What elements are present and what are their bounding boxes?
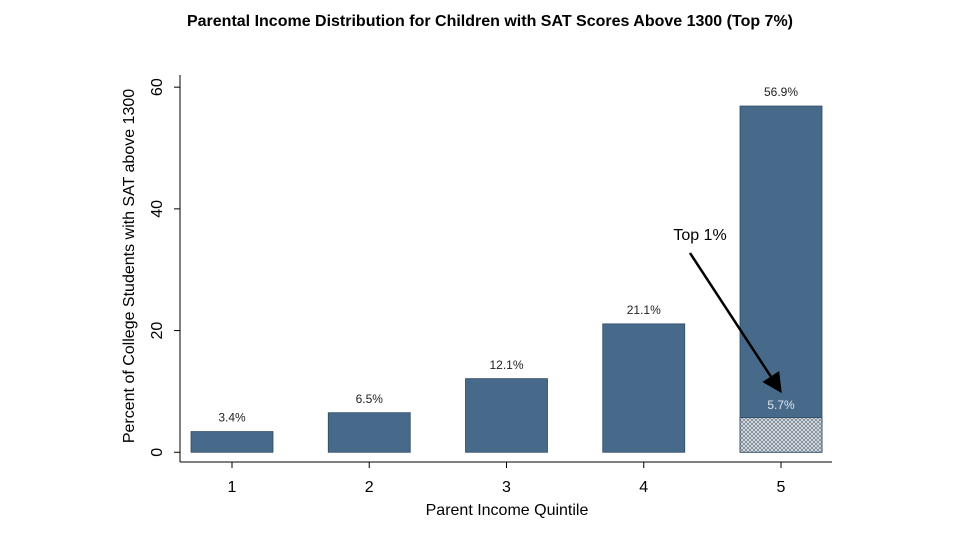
highlight-value-label: 5.7%	[767, 398, 795, 412]
annotation: Top 1%	[673, 227, 726, 244]
x-tick-label: 3	[502, 479, 511, 496]
value-label: 56.9%	[764, 85, 798, 99]
highlight-bar	[739, 417, 823, 453]
y-tick-label: 0	[149, 448, 166, 457]
x-axis-label: Parent Income Quintile	[426, 502, 589, 519]
y-tick-label: 60	[149, 78, 166, 96]
value-label: 12.1%	[489, 358, 523, 372]
bar	[465, 378, 548, 453]
bar	[739, 105, 823, 453]
value-label: 21.1%	[627, 303, 661, 317]
y-axis-label: Percent of College Students with SAT abo…	[121, 89, 138, 443]
bar	[190, 431, 274, 453]
x-tick-label: 1	[228, 479, 237, 496]
x-tick-label: 2	[365, 479, 374, 496]
value-label: 6.5%	[356, 392, 384, 406]
bar	[327, 412, 411, 453]
value-label: 3.4%	[218, 411, 246, 425]
y-tick-label: 20	[149, 322, 166, 340]
x-tick-label: 4	[639, 479, 648, 496]
y-tick-label: 40	[149, 200, 166, 218]
bar	[602, 323, 686, 453]
x-tick-label: 5	[777, 479, 786, 496]
chart-title: Parental Income Distribution for Childre…	[187, 13, 793, 30]
annotation-arrow	[688, 252, 782, 394]
